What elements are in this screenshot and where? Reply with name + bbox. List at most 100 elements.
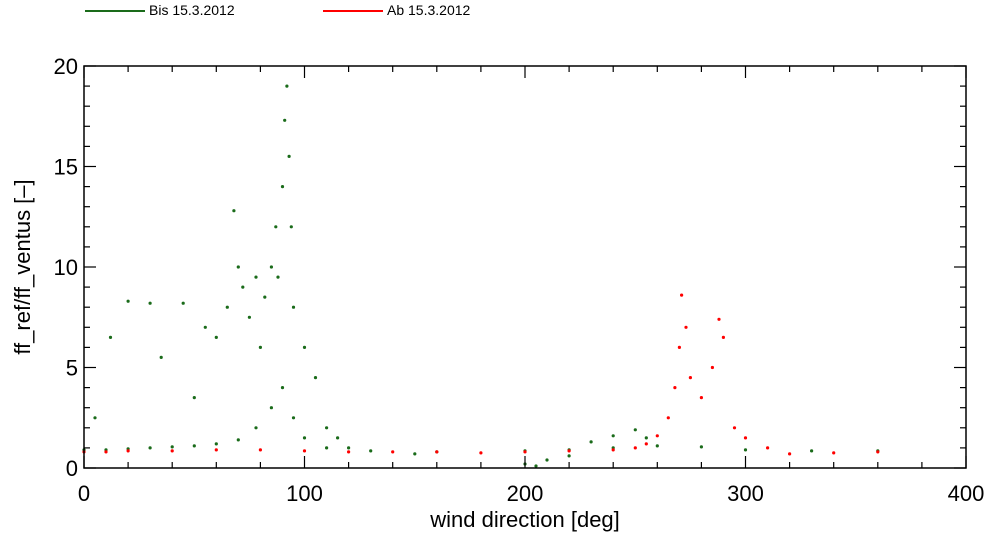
legend: Bis 15.3.2012 Ab 15.3.2012 bbox=[0, 0, 995, 40]
series-1-point-36 bbox=[236, 265, 240, 269]
series-1-point-42 bbox=[269, 265, 273, 269]
series-2-point-24 bbox=[699, 396, 704, 400]
series-1-point-37 bbox=[241, 285, 245, 289]
x-tick-label-0: 0 bbox=[78, 481, 90, 506]
points-layer bbox=[82, 84, 880, 468]
series-1-point-14 bbox=[325, 446, 329, 450]
series-1-point-29 bbox=[159, 355, 163, 359]
series-2-point-4 bbox=[170, 449, 174, 453]
series-2-point-15 bbox=[633, 446, 637, 450]
series-2-point-27 bbox=[721, 335, 726, 339]
series-2-point-12 bbox=[523, 450, 527, 454]
series-1-point-44 bbox=[276, 275, 280, 279]
y-tick-label-5: 5 bbox=[66, 356, 78, 381]
series-1-point-33 bbox=[214, 335, 218, 339]
series-1-point-54 bbox=[336, 436, 340, 440]
series-1-point-62 bbox=[611, 434, 615, 438]
x-tick-label-100: 100 bbox=[286, 481, 323, 506]
legend-label-series-2: Ab 15.3.2012 bbox=[387, 2, 471, 18]
ticks-layer: 0 100 200 300 400 0 5 10 15 20 bbox=[54, 54, 985, 506]
series-2-point-30 bbox=[766, 446, 770, 450]
series-2-point-16 bbox=[644, 442, 648, 446]
series-1-point-46 bbox=[283, 118, 287, 122]
series-2-point-23 bbox=[688, 376, 693, 380]
legend-line-series-1 bbox=[85, 10, 145, 12]
series-2-point-31 bbox=[788, 452, 792, 456]
series-1-point-8 bbox=[236, 438, 240, 442]
series-1-point-32 bbox=[203, 325, 207, 329]
series-2-point-29 bbox=[743, 436, 748, 440]
legend-line-series-2 bbox=[323, 10, 383, 12]
series-2-point-2 bbox=[104, 450, 108, 454]
series-2-point-20 bbox=[677, 345, 682, 349]
series-1-point-63 bbox=[633, 428, 637, 432]
series-1-point-41 bbox=[263, 295, 267, 299]
series-2-point-5 bbox=[214, 448, 218, 452]
series-2-point-10 bbox=[435, 450, 439, 454]
series-1-point-56 bbox=[413, 452, 417, 456]
series-2-point-11 bbox=[479, 451, 483, 455]
series-2-point-9 bbox=[391, 450, 395, 454]
series-1-point-45 bbox=[280, 185, 285, 189]
series-1-point-13 bbox=[302, 436, 307, 440]
y-tick-label-20: 20 bbox=[54, 54, 78, 79]
series-2-point-3 bbox=[126, 449, 130, 453]
series-1-point-52 bbox=[313, 376, 318, 380]
series-1-point-9 bbox=[254, 426, 258, 430]
series-1-point-15 bbox=[369, 449, 373, 453]
series-1-point-40 bbox=[258, 345, 262, 349]
series-1-point-35 bbox=[232, 209, 236, 213]
series-1-point-26 bbox=[108, 335, 113, 339]
series-1-point-10 bbox=[269, 406, 273, 410]
series-2-point-8 bbox=[347, 450, 351, 454]
series-2-point-14 bbox=[611, 448, 615, 452]
y-tick-label-0: 0 bbox=[66, 456, 78, 481]
series-1-point-34 bbox=[225, 305, 229, 309]
x-tick-label-300: 300 bbox=[727, 481, 764, 506]
series-1-point-49 bbox=[289, 225, 293, 229]
series-2-point-28 bbox=[732, 426, 737, 430]
series-1-point-47 bbox=[285, 84, 289, 88]
series-1-point-50 bbox=[291, 305, 296, 309]
x-tick-label-200: 200 bbox=[507, 481, 544, 506]
series-2-point-18 bbox=[666, 416, 670, 420]
series-1-point-61 bbox=[589, 440, 593, 444]
series-2-point-26 bbox=[717, 317, 721, 321]
series-1-point-31 bbox=[192, 396, 196, 400]
series-1-point-28 bbox=[148, 301, 152, 305]
series-1-point-53 bbox=[325, 426, 329, 430]
series-1-point-51 bbox=[302, 345, 307, 349]
series-2-point-32 bbox=[832, 451, 836, 455]
series-2-point-21 bbox=[680, 293, 684, 297]
plot-frame bbox=[83, 65, 967, 469]
series-1-point-7 bbox=[214, 442, 218, 446]
series-1-point-58 bbox=[534, 464, 538, 468]
x-tick-label-400: 400 bbox=[948, 481, 985, 506]
x-axis-label: wind direction [deg] bbox=[429, 507, 620, 532]
series-2-point-6 bbox=[258, 448, 262, 452]
series-1-point-25 bbox=[93, 416, 97, 420]
series-1-point-20 bbox=[655, 444, 659, 448]
series-2-point-13 bbox=[567, 449, 571, 453]
series-1-point-12 bbox=[291, 416, 296, 420]
series-1-point-4 bbox=[148, 446, 152, 450]
series-1-point-27 bbox=[126, 299, 130, 303]
series-1-point-39 bbox=[254, 275, 258, 279]
series-1-point-21 bbox=[699, 445, 704, 449]
series-1-point-11 bbox=[280, 386, 285, 390]
series-1-point-23 bbox=[810, 449, 814, 453]
series-1-point-5 bbox=[170, 445, 174, 449]
series-1-point-38 bbox=[247, 315, 251, 319]
series-2-point-19 bbox=[673, 386, 677, 390]
series-1-point-55 bbox=[347, 446, 351, 450]
legend-label-series-1: Bis 15.3.2012 bbox=[149, 2, 235, 18]
y-axis-label: ff_ref/ff_ventus [–] bbox=[10, 179, 35, 354]
series-1-point-48 bbox=[287, 154, 291, 158]
series-1-point-6 bbox=[192, 444, 196, 448]
series-1-point-22 bbox=[743, 448, 748, 452]
series-1-point-64 bbox=[644, 436, 648, 440]
series-2-point-33 bbox=[876, 450, 880, 454]
series-2-point-7 bbox=[302, 449, 307, 453]
y-tick-label-10: 10 bbox=[54, 255, 78, 280]
